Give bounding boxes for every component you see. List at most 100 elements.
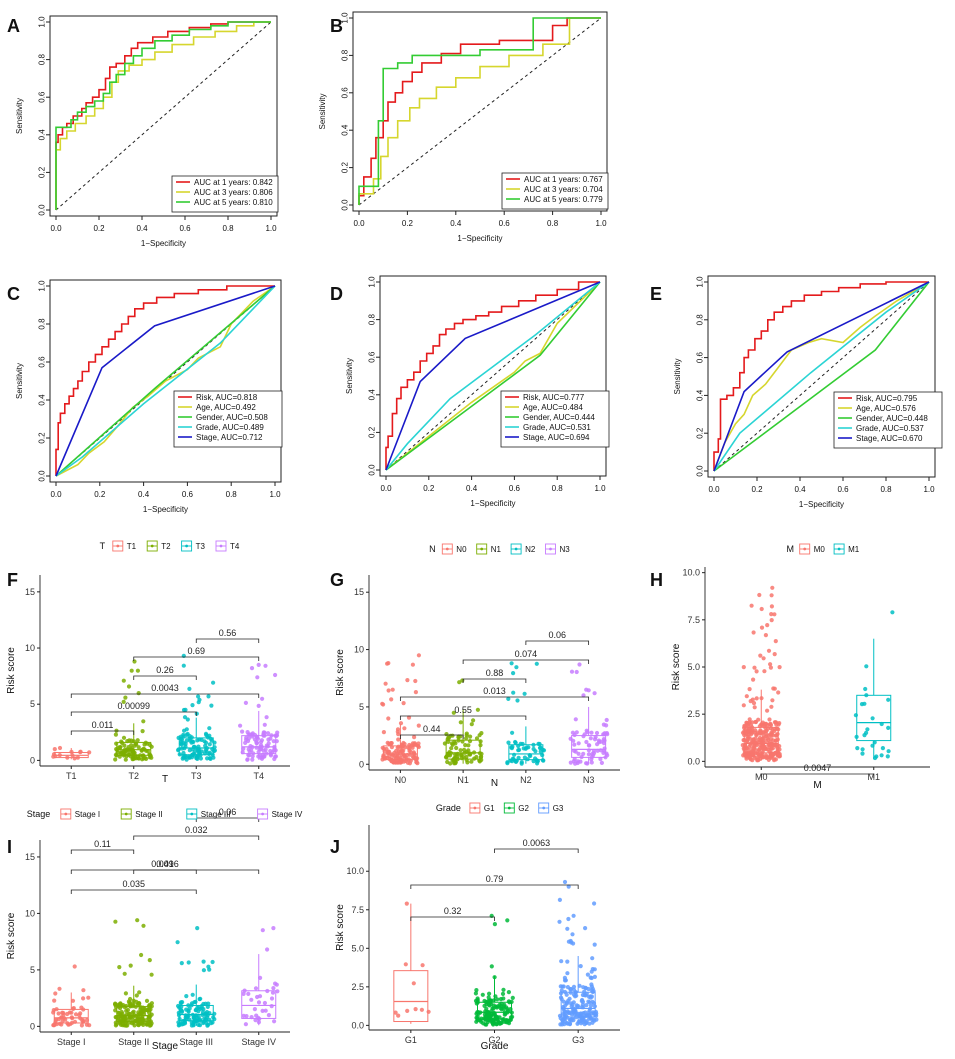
data-point [574, 1015, 579, 1020]
x-tick-label: 0.2 [94, 490, 106, 499]
x-tick-label: 0.2 [423, 484, 435, 493]
x-axis-label: Stage [152, 1041, 179, 1052]
data-point [205, 756, 210, 761]
p-value-label: 0.06 [219, 807, 237, 817]
data-point [777, 747, 782, 752]
y-axis-label: Sensitivity [15, 98, 24, 134]
data-point [474, 754, 479, 760]
p-value-label: 0.56 [219, 628, 237, 638]
data-point [181, 663, 186, 668]
comparison-bracket [195, 817, 260, 822]
data-point [594, 1017, 599, 1022]
data-point [469, 759, 474, 764]
panel-label-c: C [7, 284, 20, 304]
legend-key-dot [507, 806, 511, 810]
data-point [761, 755, 766, 760]
data-point [186, 1003, 191, 1008]
data-point [405, 678, 410, 683]
data-point [136, 1001, 141, 1006]
data-point [241, 746, 246, 751]
data-point [455, 751, 460, 756]
roc-curve-4 [55, 285, 276, 477]
data-point [752, 665, 757, 670]
data-point [198, 1018, 203, 1023]
legend-label: T1 [127, 542, 137, 551]
data-point [264, 715, 269, 720]
data-point [592, 737, 598, 742]
data-point [873, 755, 878, 761]
data-point [525, 757, 530, 762]
data-point [489, 1002, 494, 1007]
data-point [389, 697, 394, 702]
data-point [755, 757, 760, 762]
legend-label: Stage, AUC=0.670 [856, 434, 923, 443]
data-point [195, 1005, 200, 1011]
comparison-bracket [133, 835, 260, 840]
p-value-label: 0.074 [515, 649, 538, 659]
data-point [72, 756, 77, 761]
data-point [269, 733, 274, 738]
data-point [185, 717, 190, 722]
y-axis-label: Sensitivity [318, 93, 327, 129]
legend-label: N0 [456, 545, 467, 554]
x-tick-label: N2 [520, 775, 532, 785]
data-point [477, 751, 482, 756]
data-point [179, 961, 184, 966]
data-point [445, 752, 450, 757]
data-point [594, 1013, 599, 1018]
data-point [855, 746, 860, 751]
data-point [557, 919, 562, 924]
y-axis-label: Sensitivity [673, 358, 682, 394]
data-point [79, 1005, 84, 1010]
data-point [570, 730, 576, 735]
data-point [490, 1018, 495, 1023]
data-point [853, 713, 859, 718]
data-point [184, 727, 189, 732]
data-point [449, 746, 454, 751]
data-point [886, 725, 891, 731]
data-point [181, 707, 187, 713]
data-point [870, 716, 875, 721]
data-point [211, 680, 216, 685]
p-value-label: 0.0043 [151, 683, 179, 693]
y-tick-label: 1.0 [341, 12, 350, 24]
data-point [770, 733, 775, 738]
x-tick-label: G2 [488, 1035, 500, 1045]
data-point [187, 686, 192, 692]
x-tick-label: T2 [128, 771, 139, 781]
y-tick-label: 0.6 [38, 91, 47, 103]
data-point [182, 715, 188, 720]
data-point [381, 753, 386, 758]
legend-title: M [787, 544, 795, 554]
legend-label: G3 [553, 804, 564, 813]
y-tick-label: 0.4 [38, 129, 47, 141]
x-axis-label: N [491, 778, 498, 789]
x-tick-label: 0.4 [138, 490, 150, 499]
legend-key-dot [514, 547, 518, 551]
plot-frame [352, 11, 608, 212]
y-tick-label: 1.0 [696, 276, 705, 288]
legend-label: Stage I [75, 810, 100, 819]
data-point [399, 743, 404, 748]
comparison-bracket [410, 884, 579, 889]
comparison-bracket [760, 773, 875, 778]
data-point [184, 1007, 189, 1012]
data-point [127, 738, 132, 743]
y-tick-label: 0.4 [38, 394, 47, 406]
y-tick-label: 10 [25, 643, 35, 653]
data-point [123, 991, 128, 996]
x-tick-label: 1.0 [923, 485, 935, 494]
data-point [263, 663, 268, 668]
data-point [468, 734, 473, 739]
data-point [760, 736, 765, 742]
legend-label: Age, AUC=0.484 [523, 403, 583, 412]
x-tick-label: 0.8 [880, 485, 892, 494]
data-point [479, 754, 484, 759]
y-tick-label: 0.2 [368, 426, 377, 438]
data-point [149, 755, 154, 760]
data-point [129, 668, 134, 673]
roc-curve-5 [55, 285, 276, 477]
comparison-bracket [70, 849, 135, 854]
y-axis-label: Sensitivity [15, 363, 24, 399]
box-panel-J: 0.0 2.5 5.0 7.5 10.0 G1 G2 G3 0.32 0.79 0.0063 Grad… [330, 802, 620, 1052]
